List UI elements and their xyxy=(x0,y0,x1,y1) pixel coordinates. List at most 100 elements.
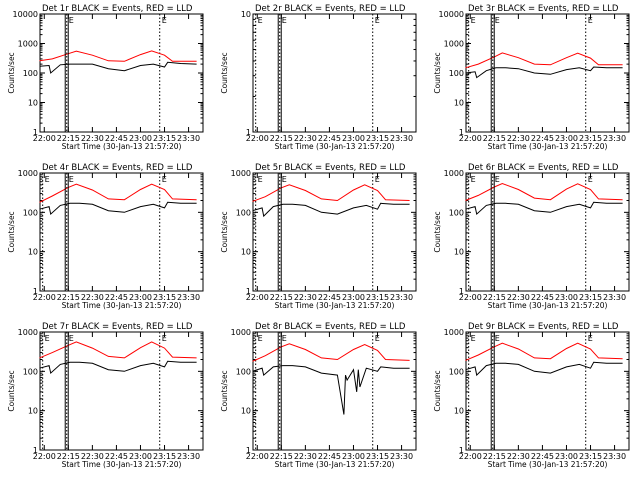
y-axis-label: Counts/sec xyxy=(7,370,16,411)
x-tick-label: 22:30 xyxy=(507,134,530,143)
events-line xyxy=(39,360,197,375)
event-marker-label: E xyxy=(162,16,167,25)
event-marker-label: E xyxy=(282,16,287,25)
event-marker-label: E xyxy=(45,334,50,343)
x-tick-label: 22:45 xyxy=(531,134,554,143)
x-tick-label: 23:30 xyxy=(177,134,200,143)
lld-line xyxy=(252,184,410,202)
y-axis-label: Counts/sec xyxy=(433,52,442,93)
plot-frame xyxy=(252,331,417,451)
x-tick-label: 23:00 xyxy=(342,134,365,143)
y-tick-label: 1 xyxy=(33,446,38,455)
y-tick-label: 1000 xyxy=(231,328,251,337)
x-tick-label: 23:30 xyxy=(177,293,200,302)
plot-title: Det 9r BLACK = Events, RED = LLD xyxy=(468,322,619,332)
event-marker-label: E xyxy=(495,175,500,184)
x-tick-label: 23:15 xyxy=(153,452,176,461)
x-tick-label: 23:00 xyxy=(129,134,152,143)
x-tick-label: 23:30 xyxy=(177,452,200,461)
y-axis-label: Counts/sec xyxy=(7,211,16,252)
plot-title: Det 8r BLACK = Events, RED = LLD xyxy=(255,322,406,332)
event-marker-label: E xyxy=(258,16,263,25)
event-marker-label: E xyxy=(258,175,263,184)
y-tick-label: 10 xyxy=(241,407,251,416)
y-tick-label: 100 xyxy=(449,69,464,78)
detector-plot-5: Det 5r BLACK = Events, RED = LLD 1 10 100 10… xyxy=(220,163,417,310)
y-tick-label: 100 xyxy=(236,208,251,217)
x-tick-label: 23:30 xyxy=(390,134,413,143)
x-tick-label: 22:30 xyxy=(507,452,530,461)
y-axis-label: Counts/sec xyxy=(220,211,229,252)
x-axis-label: Start Time (30-Jan-13 21:57:20) xyxy=(62,460,182,469)
x-tick-label: 22:45 xyxy=(531,293,554,302)
x-tick-label: 23:15 xyxy=(366,134,389,143)
event-marker-label: E xyxy=(162,175,167,184)
detector-plot-3: Det 3r BLACK = Events, RED = LLD 1 10 100 10… xyxy=(433,4,630,151)
x-tick-label: 22:00 xyxy=(459,452,482,461)
x-tick-label: 22:15 xyxy=(483,452,506,461)
plot-frame xyxy=(252,13,417,133)
events-line xyxy=(465,66,623,79)
x-tick-label: 22:00 xyxy=(33,452,56,461)
lld-line xyxy=(39,183,197,203)
event-marker-label: E xyxy=(495,334,500,343)
x-tick-label: 22:45 xyxy=(105,452,128,461)
event-marker-label: E xyxy=(282,175,287,184)
x-axis-label: Start Time (30-Jan-13 21:57:20) xyxy=(275,460,395,469)
y-tick-label: 1000 xyxy=(444,169,464,178)
plot-frame xyxy=(465,172,630,292)
events-line xyxy=(39,61,197,74)
detector-plot-2: Det 2r BLACK = Events, RED = LLD 1 10 22:00… xyxy=(220,4,417,151)
plot-title: Det 2r BLACK = Events, RED = LLD xyxy=(255,4,406,14)
x-tick-label: 23:15 xyxy=(153,134,176,143)
x-tick-label: 22:15 xyxy=(57,293,80,302)
events-line xyxy=(465,361,623,377)
events-line xyxy=(252,202,410,218)
y-tick-label: 1 xyxy=(33,287,38,296)
event-marker-label: E xyxy=(162,334,167,343)
y-tick-label: 100 xyxy=(449,367,464,376)
x-tick-label: 22:45 xyxy=(318,452,341,461)
x-tick-label: 23:15 xyxy=(579,452,602,461)
x-tick-label: 22:15 xyxy=(270,293,293,302)
y-tick-label: 1 xyxy=(459,128,464,137)
lld-line xyxy=(252,343,410,362)
x-tick-label: 22:30 xyxy=(507,293,530,302)
y-tick-label: 1 xyxy=(246,446,251,455)
event-marker-label: E xyxy=(471,16,476,25)
event-marker-label: E xyxy=(471,334,476,343)
plot-frame xyxy=(465,13,630,133)
y-axis-label: Counts/sec xyxy=(7,52,16,93)
x-tick-label: 22:45 xyxy=(318,293,341,302)
y-tick-label: 1 xyxy=(33,128,38,137)
x-tick-label: 23:00 xyxy=(342,452,365,461)
x-tick-label: 23:00 xyxy=(555,452,578,461)
y-tick-label: 100 xyxy=(449,208,464,217)
event-marker-label: E xyxy=(69,175,74,184)
x-tick-label: 22:15 xyxy=(483,134,506,143)
x-tick-label: 23:00 xyxy=(342,293,365,302)
x-tick-label: 23:15 xyxy=(153,293,176,302)
y-tick-label: 10 xyxy=(454,248,464,257)
y-axis-label: Counts/sec xyxy=(433,370,442,411)
x-tick-label: 22:30 xyxy=(294,293,317,302)
y-tick-label: 100 xyxy=(23,69,38,78)
x-tick-label: 22:30 xyxy=(294,134,317,143)
x-tick-label: 22:00 xyxy=(33,134,56,143)
x-tick-label: 23:30 xyxy=(603,452,626,461)
y-tick-label: 1 xyxy=(459,446,464,455)
event-marker-label: E xyxy=(258,334,263,343)
y-tick-label: 1 xyxy=(246,287,251,296)
event-marker-label: E xyxy=(588,16,593,25)
y-tick-label: 10 xyxy=(28,248,38,257)
y-tick-label: 10000 xyxy=(439,10,464,19)
y-tick-label: 10 xyxy=(241,10,251,19)
x-tick-label: 22:45 xyxy=(531,452,554,461)
y-axis-label: Counts/sec xyxy=(220,52,229,93)
y-axis-label: Counts/sec xyxy=(220,370,229,411)
y-tick-label: 1000 xyxy=(18,169,38,178)
y-tick-label: 10 xyxy=(28,99,38,108)
plot-title: Det 1r BLACK = Events, RED = LLD xyxy=(42,4,193,14)
y-tick-label: 10 xyxy=(28,407,38,416)
